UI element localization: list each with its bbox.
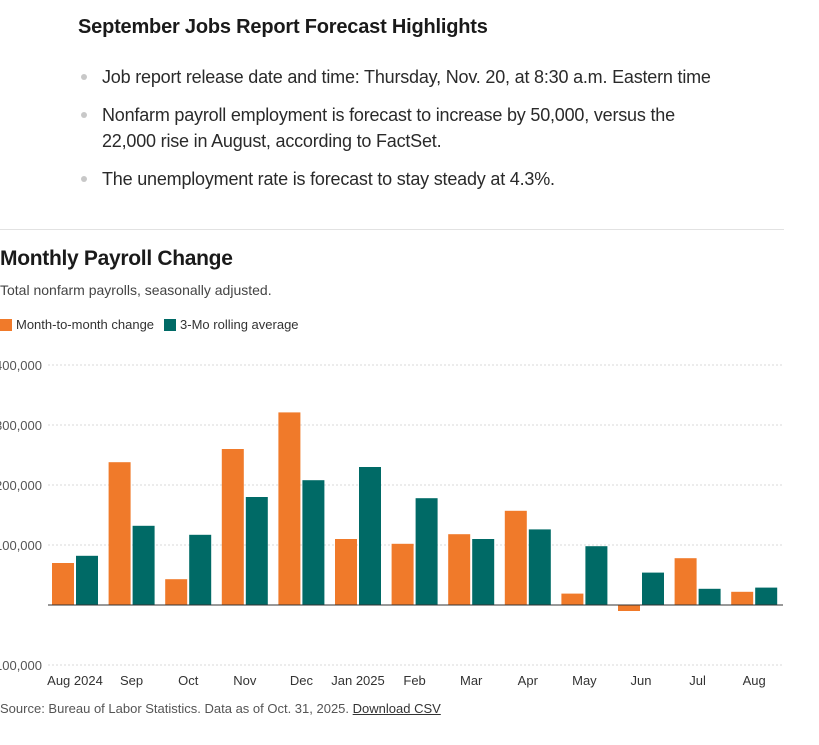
x-tick-label: Apr [518,673,539,688]
x-tick-label: Feb [403,673,425,688]
x-tick-label: Aug 2024 [47,673,103,688]
bar-rolling-average [359,467,381,605]
section-divider [0,229,784,230]
y-tick-label: 400,000 [0,358,42,373]
legend-item-monthly: Month-to-month change [0,317,154,332]
x-tick-label: Jan 2025 [331,673,385,688]
bullet-dot-icon [81,74,87,80]
x-tick-label: Aug [743,673,766,688]
bar-monthly-change [165,579,188,605]
x-tick-label: Nov [233,673,257,688]
bar-rolling-average [698,588,721,605]
bar-monthly-change [674,558,697,605]
bullet-dot-icon [81,112,87,118]
bar-monthly-change [504,510,527,605]
chart-legend: Month-to-month change 3-Mo rolling avera… [0,317,309,332]
x-tick-label: Mar [460,673,483,688]
bar-rolling-average [76,555,98,605]
highlight-item: Nonfarm payroll employment is forecast t… [78,102,718,154]
bar-rolling-average [189,534,212,605]
highlight-text: The unemployment rate is forecast to sta… [102,169,555,189]
bar-monthly-change [391,543,414,605]
x-tick-label: Jun [631,673,652,688]
x-tick-label: Jul [689,673,706,688]
bar-monthly-change [278,412,301,605]
legend-item-average: 3-Mo rolling average [164,317,299,332]
bar-monthly-change [52,563,74,605]
bar-monthly-change [561,593,584,605]
highlights-list: Job report release date and time: Thursd… [78,64,718,204]
bar-monthly-change [618,605,640,611]
bar-monthly-change [731,591,754,605]
payroll-bar-chart: 400,000 300,000 200,000 100,000 -100,000 Aug … [0,358,783,688]
highlight-item: Job report release date and time: Thursd… [78,64,718,90]
highlights-title: September Jobs Report Forecast Highlight… [78,16,488,38]
bar-rolling-average [585,546,608,605]
bar-rolling-average [245,497,268,605]
y-tick-label: 200,000 [0,478,42,493]
bar-monthly-change [335,539,357,605]
legend-swatch-monthly [0,318,12,331]
bar-rolling-average [415,498,438,605]
bullet-dot-icon [81,176,87,182]
source-text: Source: Bureau of Labor Statistics. Data… [0,701,350,716]
bar-monthly-change [221,449,244,605]
highlight-text: Job report release date and time: Thursd… [102,67,711,87]
legend-swatch-average [164,318,177,331]
x-tick-label: Oct [178,673,199,688]
chart-subtitle: Total nonfarm payrolls, seasonally adjus… [0,282,272,298]
chart-title: Monthly Payroll Change [0,247,233,270]
x-tick-label: Sep [120,673,143,688]
bar-rolling-average [755,587,778,605]
x-tick-label: May [572,673,597,688]
bar-monthly-change [448,534,471,605]
x-tick-label: Dec [290,673,314,688]
highlight-text: Nonfarm payroll employment is forecast t… [102,105,675,151]
bar-rolling-average [302,480,325,605]
y-tick-label: -100,000 [0,658,42,673]
y-tick-label: 100,000 [0,538,42,553]
bar-rolling-average [132,525,155,605]
download-csv-link[interactable]: Download CSV [352,701,441,716]
bar-rolling-average [472,539,495,605]
bar-rolling-average [642,572,664,605]
highlight-item: The unemployment rate is forecast to sta… [78,166,718,192]
legend-label-average: 3-Mo rolling average [180,317,299,332]
bar-rolling-average [528,529,551,605]
legend-label-monthly: Month-to-month change [16,317,155,332]
chart-source: Source: Bureau of Labor Statistics. Data… [0,701,441,716]
y-tick-label: 300,000 [0,418,42,433]
bar-monthly-change [108,462,131,605]
